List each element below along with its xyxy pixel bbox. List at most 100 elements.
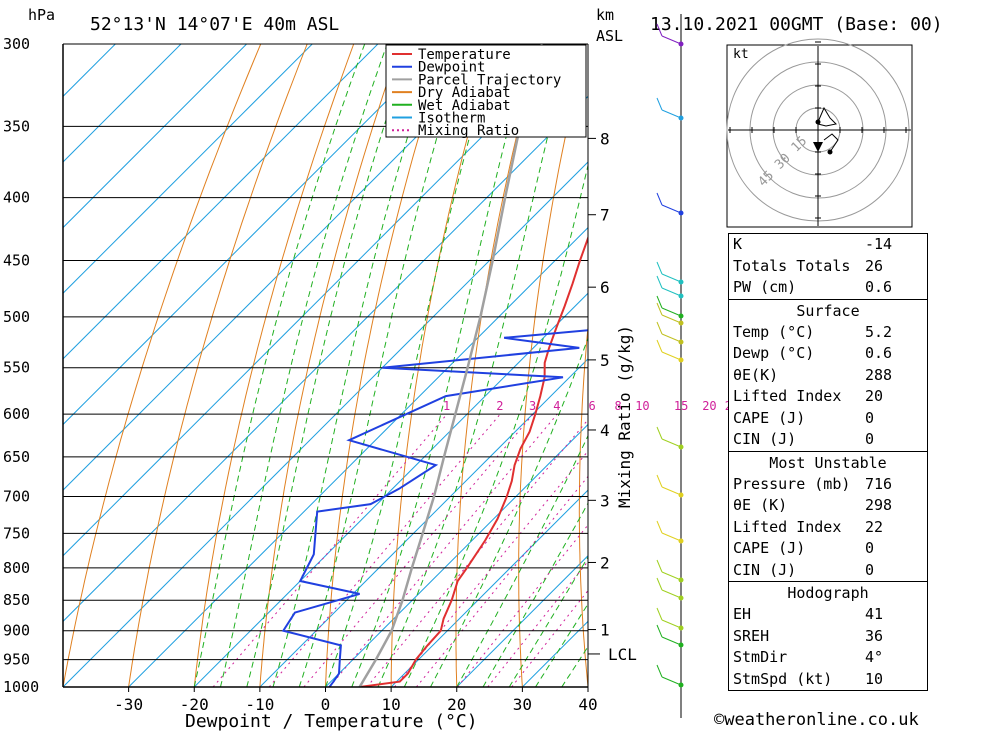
surface-cape-value: 0: [865, 408, 875, 427]
sreh-value: 36: [865, 626, 884, 645]
eh-label: EH: [733, 605, 752, 623]
legend-box: [385, 44, 587, 138]
stmdir-label: StmDir: [733, 648, 788, 666]
legend-label: Parcel Trajectory: [418, 72, 561, 88]
wind-barb-feather: [656, 321, 663, 335]
isotherm-line: [63, 44, 576, 557]
mu-lifted-index-value: 22: [865, 517, 884, 536]
chart-datetime: 13.10.2021 00GMT (Base: 00): [650, 14, 943, 35]
mixing-ratio-label: 10: [635, 399, 649, 413]
wind-barb-feather: [656, 426, 663, 440]
pressure-tick-label: 350: [3, 117, 30, 135]
wind-barb-shaft: [661, 35, 682, 45]
wind-barb-feather: [656, 339, 663, 353]
isotherm-line: [456, 555, 588, 687]
wind-barb-shaft: [661, 636, 682, 646]
wind-barb-feather: [656, 520, 663, 534]
wet-adiabat-line: [220, 44, 388, 687]
wind-barb-shaft: [661, 351, 682, 361]
wind-barb-feather: [656, 559, 663, 573]
most-unstable-title: Most Unstable: [769, 453, 887, 472]
mu-cape-label: CAPE (J): [733, 539, 806, 557]
hodograph-unit-label: kt: [733, 47, 749, 62]
isotherm-line: [325, 423, 588, 687]
wind-barb-shaft: [661, 589, 682, 599]
wet-adiabat-line: [377, 44, 572, 687]
pressure-tick-label: 450: [3, 252, 30, 270]
surface-lifted-index-label: Lifted Index: [733, 387, 842, 405]
wet-adiabat-line: [193, 44, 366, 687]
pressure-tick-label: 700: [3, 488, 30, 506]
wet-adiabat-line: [246, 44, 412, 687]
surface-dewp-label: Dewp (°C): [733, 344, 815, 362]
wind-barb-shaft: [661, 676, 682, 686]
pressure-tick-label: 800: [3, 559, 30, 577]
isotherm-line: [63, 95, 588, 623]
wind-barb-feather: [656, 302, 663, 316]
wet-adiabat-line: [456, 434, 588, 687]
legend-label: Temperature: [418, 47, 511, 63]
surface-lifted-index-value: 20: [865, 387, 884, 405]
wind-barb-feather: [656, 607, 663, 621]
isotherm-line: [259, 358, 588, 687]
wind-barb-shaft: [661, 307, 682, 317]
wind-barb-feather: [656, 474, 663, 488]
wind-barb-feather: [656, 577, 663, 591]
sounding-series: [281, 44, 588, 687]
pw-value: 0.6: [865, 278, 893, 296]
pressure-tick-label: 1000: [3, 678, 39, 696]
wind-barb-feather: [656, 261, 663, 275]
wind-barb-shaft: [661, 204, 682, 214]
mu-cape-value: 0: [865, 539, 875, 557]
isotherm-line: [63, 44, 444, 426]
stmspd-value: 10: [865, 669, 884, 688]
surface-theta-e-value: 288: [865, 365, 893, 384]
mixing-ratio-line: [303, 413, 534, 687]
isotherm-line: [63, 161, 588, 687]
pressure-tick-label: 650: [3, 448, 30, 466]
pw-label: PW (cm): [733, 278, 797, 296]
pressure-tick-label: 400: [3, 189, 30, 207]
wet-adiabat-line: [298, 44, 466, 687]
wind-barb-shaft: [661, 333, 682, 343]
wind-barbs: [656, 14, 684, 718]
x-axis-label: Dewpoint / Temperature (°C): [185, 711, 478, 732]
pressure-tick-label: 500: [3, 308, 30, 326]
pressure-tick-label: 600: [3, 405, 30, 423]
credit-text[interactable]: ©weatheronline.co.uk: [714, 710, 919, 730]
km-tick-label: 6: [600, 278, 610, 297]
dry-adiabat-line: [193, 44, 355, 687]
surface-cin-value: 0: [865, 430, 875, 448]
wind-barb-shaft: [661, 438, 682, 448]
mu-lifted-index-label: Lifted Index: [733, 517, 842, 536]
totals-totals-label: Totals Totals: [733, 256, 851, 275]
wind-barb-shaft: [661, 619, 682, 629]
k-index-value: -14: [865, 235, 893, 253]
mu-pressure-label: Pressure (mb): [733, 474, 851, 493]
legend-label: Dry Adiabat: [418, 85, 511, 101]
km-tick-label: 3: [600, 491, 610, 510]
x-tick-label: 40: [578, 695, 597, 714]
wind-barb-feather: [656, 97, 663, 111]
km-tick-label: 1: [600, 621, 610, 640]
hpa-label: hPa: [28, 6, 55, 24]
x-tick-label: 10: [381, 695, 400, 714]
axes: -30 -20 -10 0 10 20 30 40 8 7 6 5 4 3 2 1 LCL: [62, 44, 637, 714]
pressure-tick-label: 750: [3, 524, 30, 542]
hodograph-point: [815, 119, 821, 125]
x-tick-label: 30: [513, 695, 532, 714]
surface-title: Surface: [796, 301, 860, 320]
wet-adiabat-line: [272, 44, 438, 687]
eh-value: 41: [865, 605, 884, 623]
wind-barb-feather: [656, 275, 663, 289]
dry-adiabat-line: [63, 44, 262, 687]
dry-adiabat-line: [128, 44, 308, 687]
storm-motion-arrow: [813, 142, 823, 152]
x-tick-label: 0: [321, 695, 331, 714]
km-tick-label: 4: [600, 421, 610, 440]
isotherm-line: [128, 226, 588, 687]
surface-theta-e-label: θE(K): [733, 365, 779, 384]
wind-barb-feather: [656, 295, 663, 309]
mixing-ratio-label: 8: [615, 399, 622, 413]
